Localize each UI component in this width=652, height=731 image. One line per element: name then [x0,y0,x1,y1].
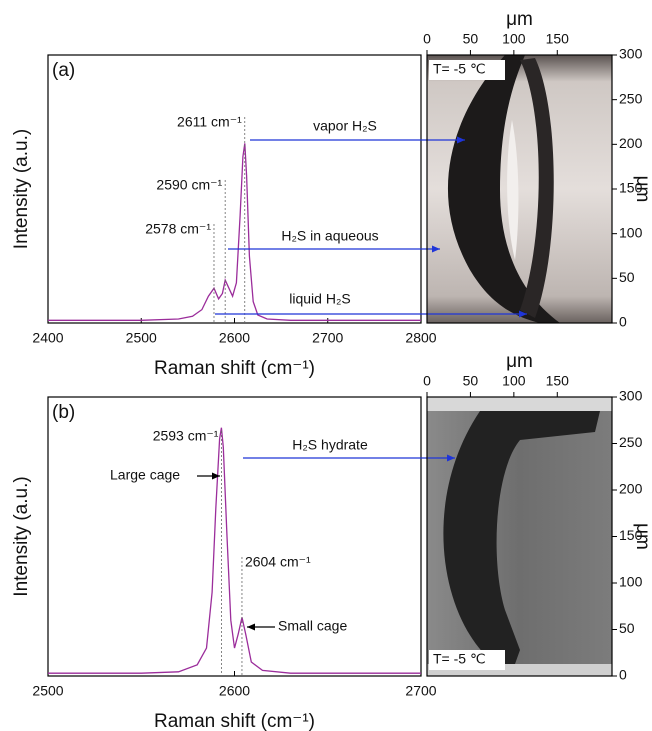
image-caption: T= -5 ℃ [433,61,486,77]
x-axis-label: Raman shift (cm⁻¹) [154,711,315,731]
spectrum-line [48,143,421,321]
image-caption: T= -5 ℃ [433,651,486,667]
x-axis-label: μm [506,9,533,30]
y-tick-label: 200 [619,135,643,151]
x-tick-label: 0 [423,373,431,389]
pointer-arrow-head [447,454,455,462]
callout-label: Large cage [110,467,180,483]
y-axis-label: μm [632,523,652,550]
x-tick-label: 100 [502,373,526,389]
x-tick-label: 2400 [32,330,63,346]
y-tick-label: 0 [619,667,627,683]
x-tick-label: 2500 [126,330,157,346]
plot-frame [47,54,422,324]
callout-arrow-head [247,623,255,631]
spectrum-line [48,427,421,674]
micrograph-b [427,397,612,676]
y-tick-label: 200 [619,481,643,497]
y-tick-label: 0 [619,314,627,330]
arrow-label: H₂S hydrate [292,437,368,453]
x-tick-label: 50 [463,373,479,389]
callout-label: Small cage [278,618,347,634]
panel-label: (a) [52,60,75,81]
arrow-label: H₂S in aqueous [281,228,378,244]
x-tick-label: 2600 [219,330,250,346]
micrograph-a [427,55,612,323]
x-tick-label: 2600 [219,683,250,699]
y-tick-label: 100 [619,574,643,590]
peak-label: 2578 cm⁻¹ [145,221,211,237]
peak-label: 2593 cm⁻¹ [153,428,219,444]
x-tick-label: 2800 [405,330,436,346]
x-tick-label: 150 [546,373,570,389]
y-tick-label: 300 [619,46,643,62]
x-tick-label: 50 [463,31,479,47]
y-tick-label: 100 [619,224,643,240]
y-tick-label: 250 [619,434,643,450]
callout-arrow-head [212,472,220,480]
pointer-arrow-head [432,245,440,253]
y-tick-label: 50 [619,620,635,636]
x-tick-label: 2700 [312,330,343,346]
peak-label: 2611 cm⁻¹ [177,114,242,130]
y-tick-label: 250 [619,90,643,106]
x-tick-label: 2500 [32,683,63,699]
pointer-arrow-head [457,136,465,144]
y-axis-label: μm [632,176,652,203]
panel-label: (b) [52,402,75,423]
pointer-arrow-head [519,310,527,318]
x-axis-label: μm [506,351,533,372]
y-tick-label: 150 [619,527,643,543]
arrow-label: vapor H₂S [313,118,377,134]
x-tick-label: 150 [546,31,570,47]
y-tick-label: 150 [619,180,643,196]
y-axis-label: Intensity (a.u.) [11,476,32,596]
x-tick-label: 2700 [405,683,436,699]
x-tick-label: 0 [423,31,431,47]
caption-box [429,650,505,670]
y-tick-label: 50 [619,269,635,285]
peak-label: 2590 cm⁻¹ [156,177,222,193]
arrow-label: liquid H₂S [289,291,350,307]
y-tick-label: 300 [619,388,643,404]
peak-label: 2604 cm⁻¹ [245,554,311,570]
x-axis-label: Raman shift (cm⁻¹) [154,358,315,379]
caption-box [429,60,505,80]
y-axis-label: Intensity (a.u.) [11,129,32,249]
x-tick-label: 100 [502,31,526,47]
